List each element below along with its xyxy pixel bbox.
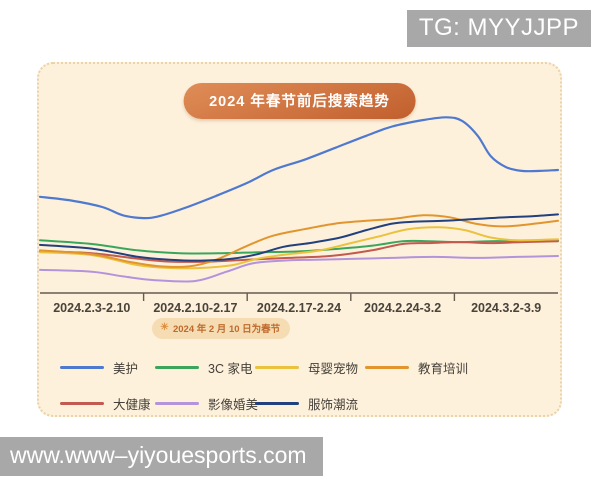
legend-label: 3C 家电 — [208, 362, 253, 376]
legend-item-muying: 母婴宠物 — [255, 358, 365, 377]
x-axis-label: 2024.3.2-3.9 — [471, 301, 542, 315]
legend-swatch — [155, 366, 199, 369]
legend-swatch — [255, 366, 299, 369]
legend-item-yingxiang: 影像婚美 — [155, 394, 259, 413]
legend-label: 大健康 — [113, 398, 151, 412]
tg-watermark: TG: MYYJJPP — [406, 10, 591, 47]
festival-badge-text: 2024 年 2 月 10 日为春节 — [172, 324, 281, 335]
legend-label: 服饰潮流 — [308, 398, 359, 412]
legend-item-meihu: 美护 — [60, 358, 155, 377]
legend-label: 影像婚美 — [208, 398, 259, 412]
chart-title-pill: 2024 年春节前后搜索趋势 — [183, 83, 416, 119]
legend: 美护 3C 家电 母婴宠物 教育培训 大健康 影像婚美 服饰潮流 — [60, 358, 530, 430]
x-axis-label: 2024.2.17-2.24 — [256, 301, 342, 315]
legend-row: 美护 3C 家电 母婴宠物 教育培训 — [60, 358, 530, 377]
x-axis-label: 2024.2.24-3.2 — [364, 301, 442, 315]
legend-item-3c: 3C 家电 — [155, 358, 255, 377]
legend-item-fushi: 服饰潮流 — [255, 394, 365, 413]
festival-badge: ☀ 2024 年 2 月 10 日为春节 — [152, 318, 291, 339]
legend-row: 大健康 影像婚美 服饰潮流 — [60, 394, 530, 413]
legend-item-jiaoyu: 教育培训 — [365, 358, 468, 377]
legend-label: 母婴宠物 — [308, 362, 359, 376]
legend-swatch — [365, 366, 409, 369]
legend-label: 教育培训 — [418, 362, 469, 376]
legend-swatch — [155, 402, 199, 405]
legend-label: 美护 — [113, 362, 139, 376]
url-watermark: www.www–yiyouesports.com — [0, 437, 323, 476]
legend-swatch — [255, 402, 299, 405]
legend-item-dajiankang: 大健康 — [60, 394, 155, 413]
x-axis-labels: 2024.2.3-2.10 2024.2.10-2.17 2024.2.17-2… — [40, 301, 558, 315]
legend-swatch — [60, 366, 104, 369]
legend-swatch — [60, 402, 104, 405]
x-axis-label: 2024.2.10-2.17 — [153, 301, 238, 315]
x-axis-label: 2024.2.3-2.10 — [53, 301, 131, 315]
sun-icon: ☀ — [160, 322, 169, 333]
